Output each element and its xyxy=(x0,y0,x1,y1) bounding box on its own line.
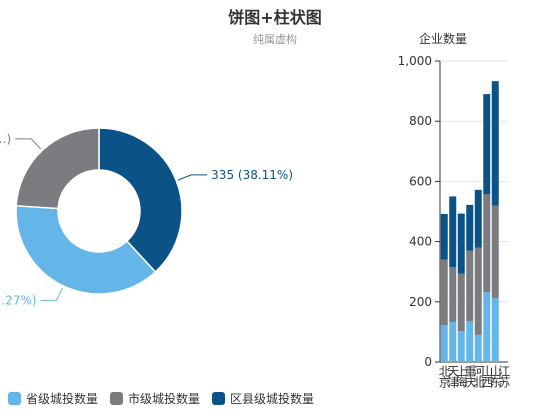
legend-swatch-municipal xyxy=(110,392,124,405)
bar-1-5 xyxy=(483,194,491,293)
bar-0-1 xyxy=(449,321,457,362)
legend-label-provincial: 省级城投数量 xyxy=(26,392,99,406)
y-tick-label-5: 1,000 xyxy=(398,54,432,68)
chart-title: 饼图+柱状图 xyxy=(228,8,322,27)
x-tick-label-4: 河北 xyxy=(471,365,485,389)
x-tick-label-3: 重庆 xyxy=(463,365,477,388)
bar-0-3 xyxy=(466,321,474,362)
bar-1-3 xyxy=(466,250,474,322)
bar-0-2 xyxy=(457,330,465,362)
bar-2-3 xyxy=(466,204,474,251)
bar-2-6 xyxy=(491,81,499,206)
y-tick-label-4: 800 xyxy=(409,114,432,128)
bar-2-0 xyxy=(440,213,448,260)
legend-swatch-provincial xyxy=(8,392,21,405)
bar-1-1 xyxy=(449,267,457,322)
bar-0-6 xyxy=(491,298,499,362)
y-tick-label-1: 200 xyxy=(409,295,432,309)
bar-2-5 xyxy=(483,94,491,195)
y-tick-label-2: 400 xyxy=(409,235,432,249)
pie-label-0: 335 (38.11%) xyxy=(211,168,293,182)
x-tick-label-6: 山东 xyxy=(488,365,502,388)
legend: 省级城投数量 市级城投数量 区县级城投数量 xyxy=(8,390,314,407)
pie-label-2: …) xyxy=(0,132,11,146)
pie-slice-2 xyxy=(15,127,100,210)
bar-0-0 xyxy=(440,325,448,362)
x-tick-label-2: 上海 xyxy=(454,365,468,388)
pie-leader-0 xyxy=(177,174,208,181)
legend-swatch-county xyxy=(212,392,226,405)
bar-1-0 xyxy=(440,259,448,326)
pie-slice-1 xyxy=(15,205,157,295)
bar-2-1 xyxy=(449,196,457,268)
y-axis-title: 企业数量 xyxy=(419,31,467,46)
pie-slice-0 xyxy=(98,127,183,273)
bar-2-4 xyxy=(474,189,482,248)
x-tick-label-1: 天津 xyxy=(446,365,460,388)
pie-label-1: (…27%) xyxy=(0,293,37,307)
y-tick-label-3: 600 xyxy=(409,174,432,188)
legend-label-municipal: 市级城投数量 xyxy=(128,392,201,406)
pie-leader-1 xyxy=(40,287,64,301)
bar-2-2 xyxy=(457,213,465,274)
legend-item-county[interactable]: 区县级城投数量 xyxy=(212,390,314,407)
legend-label-county: 区县级城投数量 xyxy=(230,392,315,406)
x-tick-label-0: 北京 xyxy=(437,365,451,389)
bar-0-5 xyxy=(483,292,491,362)
bar-0-4 xyxy=(474,334,482,362)
bar-1-4 xyxy=(474,247,482,335)
legend-item-municipal[interactable]: 市级城投数量 xyxy=(110,390,200,407)
x-tick-label-5: 山西 xyxy=(480,365,494,388)
bar-1-6 xyxy=(491,205,499,299)
y-tick-label-0: 0 xyxy=(424,355,432,369)
legend-item-provincial[interactable]: 省级城投数量 xyxy=(8,390,98,407)
pie-leader-2 xyxy=(15,138,42,150)
bar-1-2 xyxy=(457,273,465,331)
x-tick-label-7: 江苏 xyxy=(497,365,511,388)
chart-subtitle: 纯属虚构 xyxy=(253,33,297,46)
